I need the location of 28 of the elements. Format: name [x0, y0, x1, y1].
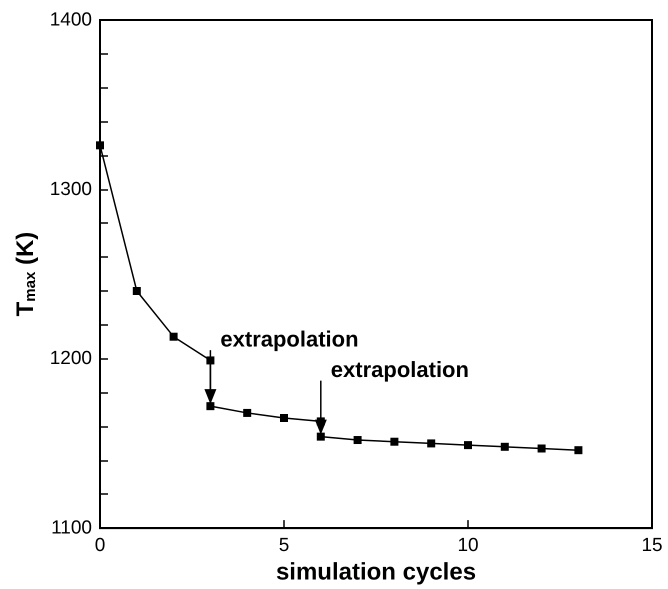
point: [316, 432, 325, 441]
point: [464, 441, 472, 450]
y-tick-label: 1100: [51, 518, 92, 539]
point: [280, 414, 288, 422]
point: [316, 417, 325, 426]
point: [206, 356, 214, 364]
y-tick-label: 1300: [50, 178, 92, 200]
x-axis-title: simulation cycles: [276, 558, 476, 586]
point: [354, 436, 362, 444]
point: [427, 439, 436, 448]
x-tick-label: 5: [278, 535, 290, 556]
point: [500, 442, 509, 451]
annotation: extrapolation: [220, 326, 359, 352]
point: [243, 408, 252, 417]
y-axis-title: Tmax (K): [12, 232, 39, 316]
point: [390, 438, 398, 446]
point: [132, 286, 141, 295]
x-tick-label: 15: [641, 535, 663, 556]
point: [96, 141, 104, 150]
point: [574, 446, 582, 454]
point: [170, 332, 178, 341]
point: [206, 402, 214, 410]
annotation: extrapolation: [330, 357, 469, 382]
y-tick-label: 1400: [50, 10, 92, 30]
x-tick-label: 0: [94, 535, 106, 556]
y-tick-label: 1200: [50, 348, 92, 370]
point: [538, 444, 546, 452]
x-tick-label: 10: [457, 535, 479, 556]
